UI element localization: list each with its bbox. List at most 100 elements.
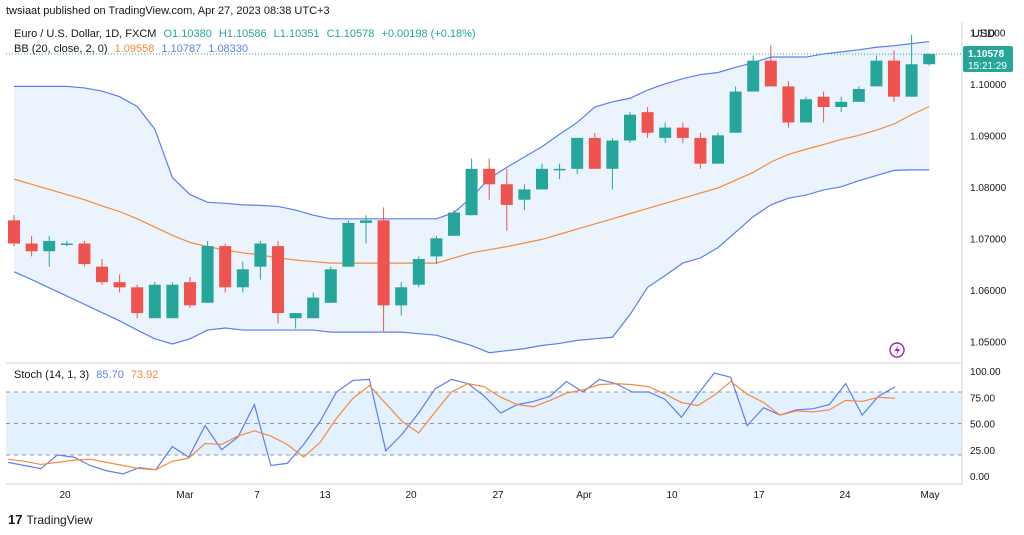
price-tick-label: 1.10000	[970, 80, 1007, 91]
publisher-caption: twsiaat published on TradingView.com, Ap…	[6, 5, 330, 17]
candle[interactable]	[483, 158, 496, 200]
candle[interactable]	[377, 207, 390, 332]
candle[interactable]	[430, 235, 443, 265]
candle[interactable]	[395, 282, 408, 316]
candle[interactable]	[78, 240, 91, 267]
candle[interactable]	[905, 34, 918, 97]
candle-body	[500, 184, 513, 205]
price-pane[interactable]	[6, 34, 962, 354]
candle-body	[272, 246, 284, 314]
tradingview-logo[interactable]: 17 TradingView	[8, 512, 93, 527]
candle[interactable]	[236, 261, 249, 293]
candle[interactable]	[166, 282, 179, 319]
candle[interactable]	[888, 50, 900, 102]
candle-body	[324, 269, 337, 303]
candle[interactable]	[219, 243, 232, 293]
candle-body	[923, 53, 936, 65]
time-tick-label: Apr	[576, 490, 592, 501]
candle[interactable]	[96, 258, 108, 285]
candle-body	[60, 243, 73, 246]
candle[interactable]	[923, 53, 936, 66]
candle-body	[131, 287, 144, 314]
candle[interactable]	[606, 137, 619, 190]
bb-upper-value: 1.10787	[161, 43, 202, 55]
candle[interactable]	[817, 91, 830, 123]
candle-body	[606, 140, 619, 169]
candle-body	[624, 114, 636, 141]
brand-name: TradingView	[26, 512, 93, 527]
candle[interactable]	[201, 240, 214, 303]
stoch-d-line	[7, 380, 896, 471]
candle[interactable]	[184, 277, 196, 308]
candle[interactable]	[747, 55, 760, 92]
candle[interactable]	[764, 45, 777, 87]
candle[interactable]	[448, 210, 460, 236]
candle[interactable]	[465, 158, 478, 216]
candle[interactable]	[835, 96, 848, 113]
candle[interactable]	[536, 163, 548, 190]
candle-body	[817, 96, 830, 107]
candle[interactable]	[571, 137, 584, 174]
candle-body	[448, 212, 460, 236]
time-tick-label: 20	[405, 490, 417, 501]
candle-body	[835, 101, 848, 107]
candle[interactable]	[254, 240, 267, 280]
candle[interactable]	[25, 235, 38, 257]
candle[interactable]	[8, 215, 20, 247]
time-tick-label: 10	[666, 490, 678, 501]
low-value: L1.10351	[273, 28, 320, 40]
candle[interactable]	[659, 122, 672, 144]
candle[interactable]	[518, 184, 531, 211]
stoch-tick-label: 50.00	[970, 420, 995, 431]
lightning-icon[interactable]	[889, 342, 905, 358]
time-tick-label: 17	[753, 490, 765, 501]
candle[interactable]	[729, 86, 742, 133]
candle-body	[694, 137, 707, 164]
candle[interactable]	[148, 282, 161, 319]
candle-body	[201, 246, 214, 303]
candle[interactable]	[113, 274, 126, 293]
stoch-band-fill	[6, 392, 962, 455]
candle-body	[905, 64, 918, 97]
candle-body	[553, 168, 566, 171]
candle-body	[360, 220, 372, 223]
candle[interactable]	[412, 256, 425, 288]
candle[interactable]	[694, 132, 707, 169]
candle[interactable]	[307, 292, 320, 319]
candle[interactable]	[60, 240, 73, 247]
candle-body	[78, 243, 91, 265]
stoch-tick-label: 0.00	[970, 472, 990, 483]
candle[interactable]	[324, 266, 337, 303]
candle[interactable]	[553, 163, 566, 180]
main-legend: Euro / U.S. Dollar, 1D, FXCM O1.10380 H1…	[14, 28, 480, 40]
candle[interactable]	[289, 313, 302, 329]
candle-body	[342, 222, 355, 267]
stoch-pane[interactable]	[6, 372, 962, 475]
candle-body	[307, 297, 320, 319]
time-tick-label: 7	[254, 490, 260, 501]
candle[interactable]	[641, 107, 654, 138]
candle[interactable]	[800, 96, 812, 123]
candle[interactable]	[272, 240, 284, 324]
candle-body	[888, 60, 900, 97]
candle-body	[289, 313, 302, 319]
stoch-legend: Stoch (14, 1, 3) 85.70 73.92	[14, 369, 162, 381]
candle[interactable]	[131, 284, 144, 319]
candle-body	[518, 189, 531, 200]
candle[interactable]	[676, 122, 689, 144]
candle[interactable]	[342, 220, 355, 267]
candle-body	[571, 137, 584, 169]
candle[interactable]	[360, 215, 372, 244]
candle[interactable]	[624, 112, 636, 144]
candle[interactable]	[852, 86, 865, 102]
candle-body	[113, 282, 126, 288]
open-value: O1.10380	[163, 28, 212, 40]
candle[interactable]	[782, 81, 795, 128]
candle[interactable]	[712, 132, 724, 164]
candle[interactable]	[588, 132, 601, 169]
candle[interactable]	[500, 168, 513, 231]
candle[interactable]	[43, 235, 56, 267]
price-tick-label: 1.08000	[970, 183, 1007, 194]
candle[interactable]	[870, 55, 883, 87]
